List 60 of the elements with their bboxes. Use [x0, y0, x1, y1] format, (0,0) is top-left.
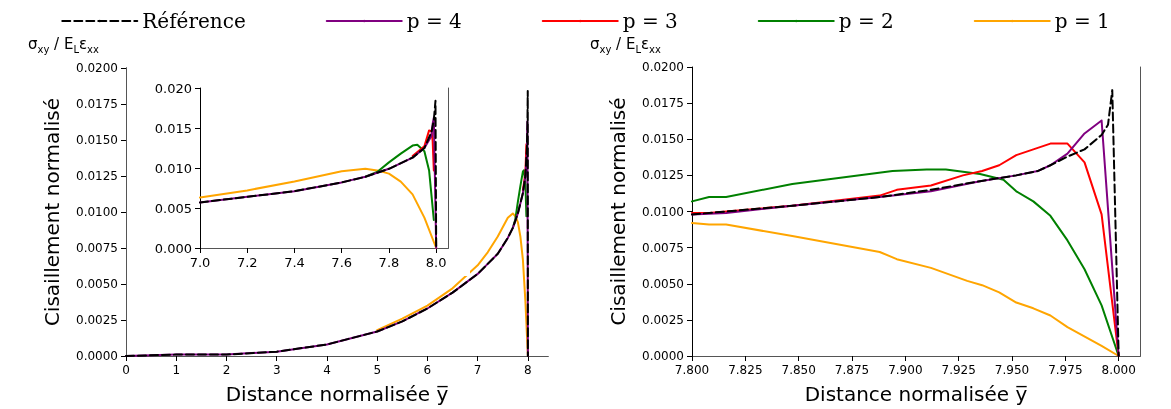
y-tick-label: 0.0175 [642, 96, 684, 111]
x-tick-label: 3 [272, 363, 281, 377]
x-tick-label: 8.0 [425, 255, 447, 270]
x-tick-label: 7.950 [994, 363, 1030, 377]
x-tick-label: 4 [323, 363, 331, 377]
x-tick-label: 7.4 [284, 255, 305, 270]
y-tick-label: 0.000 [154, 240, 192, 256]
x-tick-label: 8.000 [1101, 363, 1136, 377]
y-axis-title: Cisaillement normalisé [606, 97, 630, 326]
y-tick-label: 0.0025 [76, 313, 118, 327]
y-tick-label: 0.0050 [76, 277, 118, 291]
y-tick-label: 0.0000 [76, 349, 118, 363]
y-tick-label: 0.0150 [642, 132, 684, 147]
line-series [691, 222, 1120, 357]
y-tick-label: 0.0150 [76, 133, 118, 147]
y-tick-label: 0.010 [154, 160, 192, 176]
legend-label: p = 2 [838, 9, 894, 33]
x-tick-label: 7.850 [781, 363, 816, 377]
x-tick-label: 7.925 [941, 363, 976, 377]
legend-label: p = 3 [622, 9, 678, 33]
y-tick-label: 0.015 [154, 120, 192, 136]
y-tick-label: 0.0125 [76, 169, 118, 183]
x-tick-label: 7.975 [1048, 363, 1083, 377]
line-series [199, 167, 438, 249]
x-tick-label: 7.0 [189, 255, 211, 270]
x-tick-label: 7 [473, 363, 482, 377]
x-tick-label: 7.825 [728, 363, 763, 377]
x-tick-label: 7.8 [378, 255, 400, 270]
line-series [411, 129, 435, 172]
x-tick-label: 0 [122, 363, 130, 377]
x-axis-title: Distance normalisée y̅ [225, 382, 449, 406]
line-series [511, 169, 528, 229]
y-tick-label: 0.0100 [76, 205, 118, 219]
y-tick-label: 0.0125 [642, 168, 684, 183]
y-tick-label: 0.0100 [642, 204, 684, 219]
y-tick-label: 0.0075 [76, 241, 118, 255]
legend-label: p = 4 [406, 9, 462, 33]
y-tick-label: 0.0200 [76, 61, 118, 75]
x-tick-label: 2 [222, 363, 231, 377]
x-axis-title: Distance normalisée y̅ [804, 382, 1028, 406]
y-tick-label: 0.005 [154, 200, 192, 216]
legend-label: Référence [142, 9, 246, 33]
x-tick-label: 7.6 [331, 255, 353, 270]
y-tick-label: 0.0075 [642, 240, 684, 255]
legend-label: p = 1 [1054, 9, 1110, 33]
y-tick-label: 0.0175 [76, 97, 118, 111]
x-tick-label: 7.900 [888, 363, 923, 377]
x-tick-label: 7.2 [236, 255, 258, 270]
y-axis-title: Cisaillement normalisé [40, 97, 64, 327]
y-tick-label: 0.0050 [642, 276, 684, 291]
x-tick-label: 6 [423, 363, 432, 377]
x-tick-label: 7.875 [834, 363, 870, 377]
x-tick-label: 5 [373, 363, 382, 377]
y-tick-label: 0.0025 [642, 312, 684, 327]
x-tick-label: 7.800 [674, 363, 710, 377]
y-tick-label: 0.0200 [642, 60, 684, 74]
x-tick-label: 8 [524, 363, 532, 377]
y-tick-label: 0.020 [154, 80, 192, 96]
y-tick-label: 0.0000 [642, 349, 684, 363]
x-tick-label: 1 [172, 363, 181, 377]
